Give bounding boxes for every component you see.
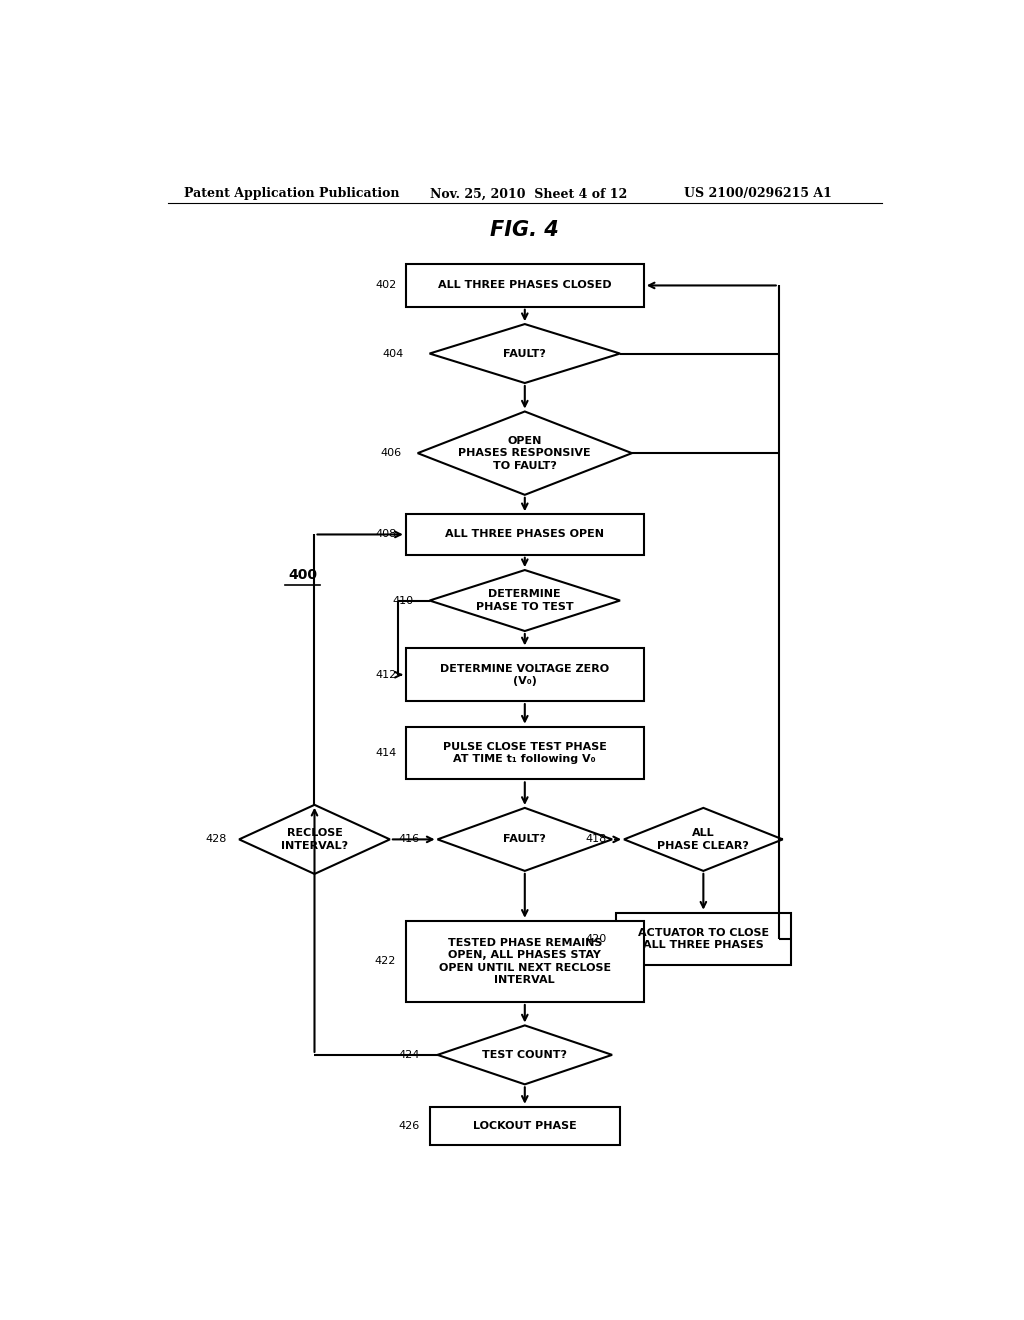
Text: LOCKOUT PHASE: LOCKOUT PHASE bbox=[473, 1121, 577, 1131]
Text: 408: 408 bbox=[375, 529, 396, 540]
FancyBboxPatch shape bbox=[406, 515, 644, 554]
Polygon shape bbox=[624, 808, 782, 871]
Text: ALL THREE PHASES CLOSED: ALL THREE PHASES CLOSED bbox=[438, 280, 611, 290]
Text: DETERMINE
PHASE TO TEST: DETERMINE PHASE TO TEST bbox=[476, 589, 573, 611]
FancyBboxPatch shape bbox=[406, 726, 644, 779]
FancyBboxPatch shape bbox=[616, 912, 791, 965]
Text: FAULT?: FAULT? bbox=[504, 348, 546, 359]
Polygon shape bbox=[430, 570, 620, 631]
Polygon shape bbox=[437, 808, 612, 871]
Text: 418: 418 bbox=[586, 834, 606, 845]
Text: FAULT?: FAULT? bbox=[504, 834, 546, 845]
FancyBboxPatch shape bbox=[406, 921, 644, 1002]
Text: RECLOSE
INTERVAL?: RECLOSE INTERVAL? bbox=[281, 828, 348, 850]
Text: Nov. 25, 2010  Sheet 4 of 12: Nov. 25, 2010 Sheet 4 of 12 bbox=[430, 187, 627, 201]
Text: ALL THREE PHASES OPEN: ALL THREE PHASES OPEN bbox=[445, 529, 604, 540]
Text: US 2100/0296215 A1: US 2100/0296215 A1 bbox=[684, 187, 831, 201]
Text: 422: 422 bbox=[375, 957, 396, 966]
Text: 428: 428 bbox=[206, 834, 227, 845]
Text: ACTUATOR TO CLOSE
ALL THREE PHASES: ACTUATOR TO CLOSE ALL THREE PHASES bbox=[638, 928, 769, 950]
Text: Patent Application Publication: Patent Application Publication bbox=[183, 187, 399, 201]
Text: 420: 420 bbox=[586, 935, 606, 944]
Text: 416: 416 bbox=[399, 834, 420, 845]
Text: FIG. 4: FIG. 4 bbox=[490, 219, 559, 239]
Polygon shape bbox=[239, 805, 390, 874]
Text: 424: 424 bbox=[398, 1049, 420, 1060]
Text: 410: 410 bbox=[392, 595, 414, 606]
Text: 414: 414 bbox=[375, 748, 396, 758]
Text: TEST COUNT?: TEST COUNT? bbox=[482, 1049, 567, 1060]
Polygon shape bbox=[437, 1026, 612, 1084]
Text: DETERMINE VOLTAGE ZERO
(V₀): DETERMINE VOLTAGE ZERO (V₀) bbox=[440, 664, 609, 686]
Text: ALL
PHASE CLEAR?: ALL PHASE CLEAR? bbox=[657, 828, 750, 850]
Text: TESTED PHASE REMAINS
OPEN, ALL PHASES STAY
OPEN UNTIL NEXT RECLOSE
INTERVAL: TESTED PHASE REMAINS OPEN, ALL PHASES ST… bbox=[438, 937, 611, 985]
Text: 402: 402 bbox=[375, 280, 396, 290]
Text: 412: 412 bbox=[375, 669, 396, 680]
Polygon shape bbox=[418, 412, 632, 495]
Text: OPEN
PHASES RESPONSIVE
TO FAULT?: OPEN PHASES RESPONSIVE TO FAULT? bbox=[459, 436, 591, 470]
FancyBboxPatch shape bbox=[406, 264, 644, 306]
Text: 406: 406 bbox=[381, 449, 401, 458]
Text: 404: 404 bbox=[383, 348, 404, 359]
Text: 426: 426 bbox=[398, 1121, 420, 1131]
FancyBboxPatch shape bbox=[430, 1106, 620, 1146]
FancyBboxPatch shape bbox=[406, 648, 644, 701]
Text: PULSE CLOSE TEST PHASE
AT TIME t₁ following V₀: PULSE CLOSE TEST PHASE AT TIME t₁ follow… bbox=[442, 742, 607, 764]
Text: 400: 400 bbox=[288, 568, 317, 582]
Polygon shape bbox=[430, 325, 620, 383]
